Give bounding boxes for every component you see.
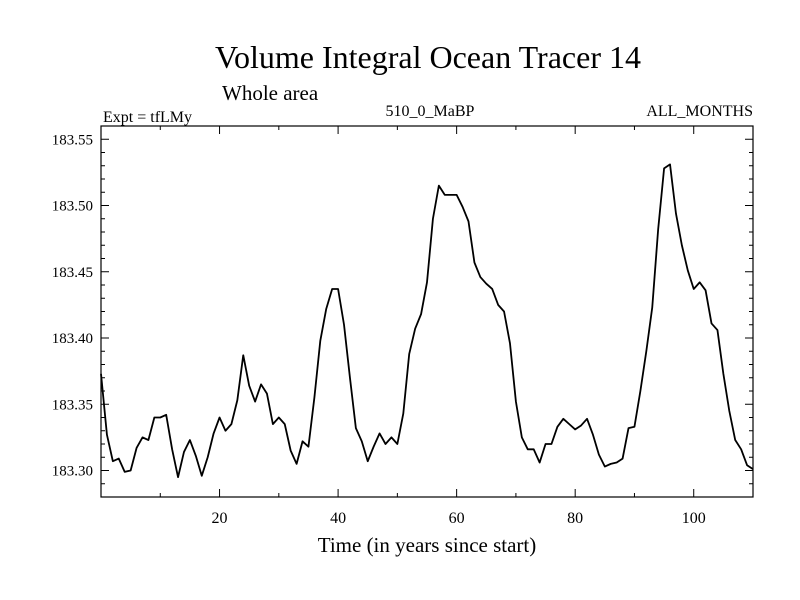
x-tick-label: 20 bbox=[212, 510, 228, 527]
x-axis: 20 40 60 80 100 bbox=[159, 126, 706, 527]
y-tick-label: 183.35 bbox=[52, 397, 93, 413]
y-tick-label: 183.55 bbox=[52, 132, 93, 148]
months-label: ALL_MONTHS bbox=[646, 103, 753, 120]
period-label: 510_0_MaBP bbox=[386, 103, 475, 120]
y-tick-label: 183.45 bbox=[52, 265, 93, 281]
y-tick-label: 183.50 bbox=[52, 199, 93, 215]
series-line-tracer-14 bbox=[100, 163, 754, 479]
x-tick-label: 40 bbox=[330, 510, 346, 527]
x-tick-label: 60 bbox=[449, 510, 465, 527]
x-tick-label: 80 bbox=[567, 510, 583, 527]
chart-title: Volume Integral Ocean Tracer 14 bbox=[215, 39, 641, 75]
x-tick-label: 100 bbox=[682, 510, 706, 527]
experiment-label: Expt = tfLMy bbox=[103, 109, 192, 126]
plot-frame bbox=[100, 125, 754, 498]
chart-subtitle: Whole area bbox=[222, 81, 319, 105]
y-tick-label: 183.40 bbox=[52, 331, 93, 347]
y-tick-label: 183.30 bbox=[52, 464, 93, 480]
y-axis: 183.30 183.35 183.40 183.45 183.50 183.55 bbox=[52, 132, 753, 485]
x-axis-label: Time (in years since start) bbox=[318, 533, 537, 557]
